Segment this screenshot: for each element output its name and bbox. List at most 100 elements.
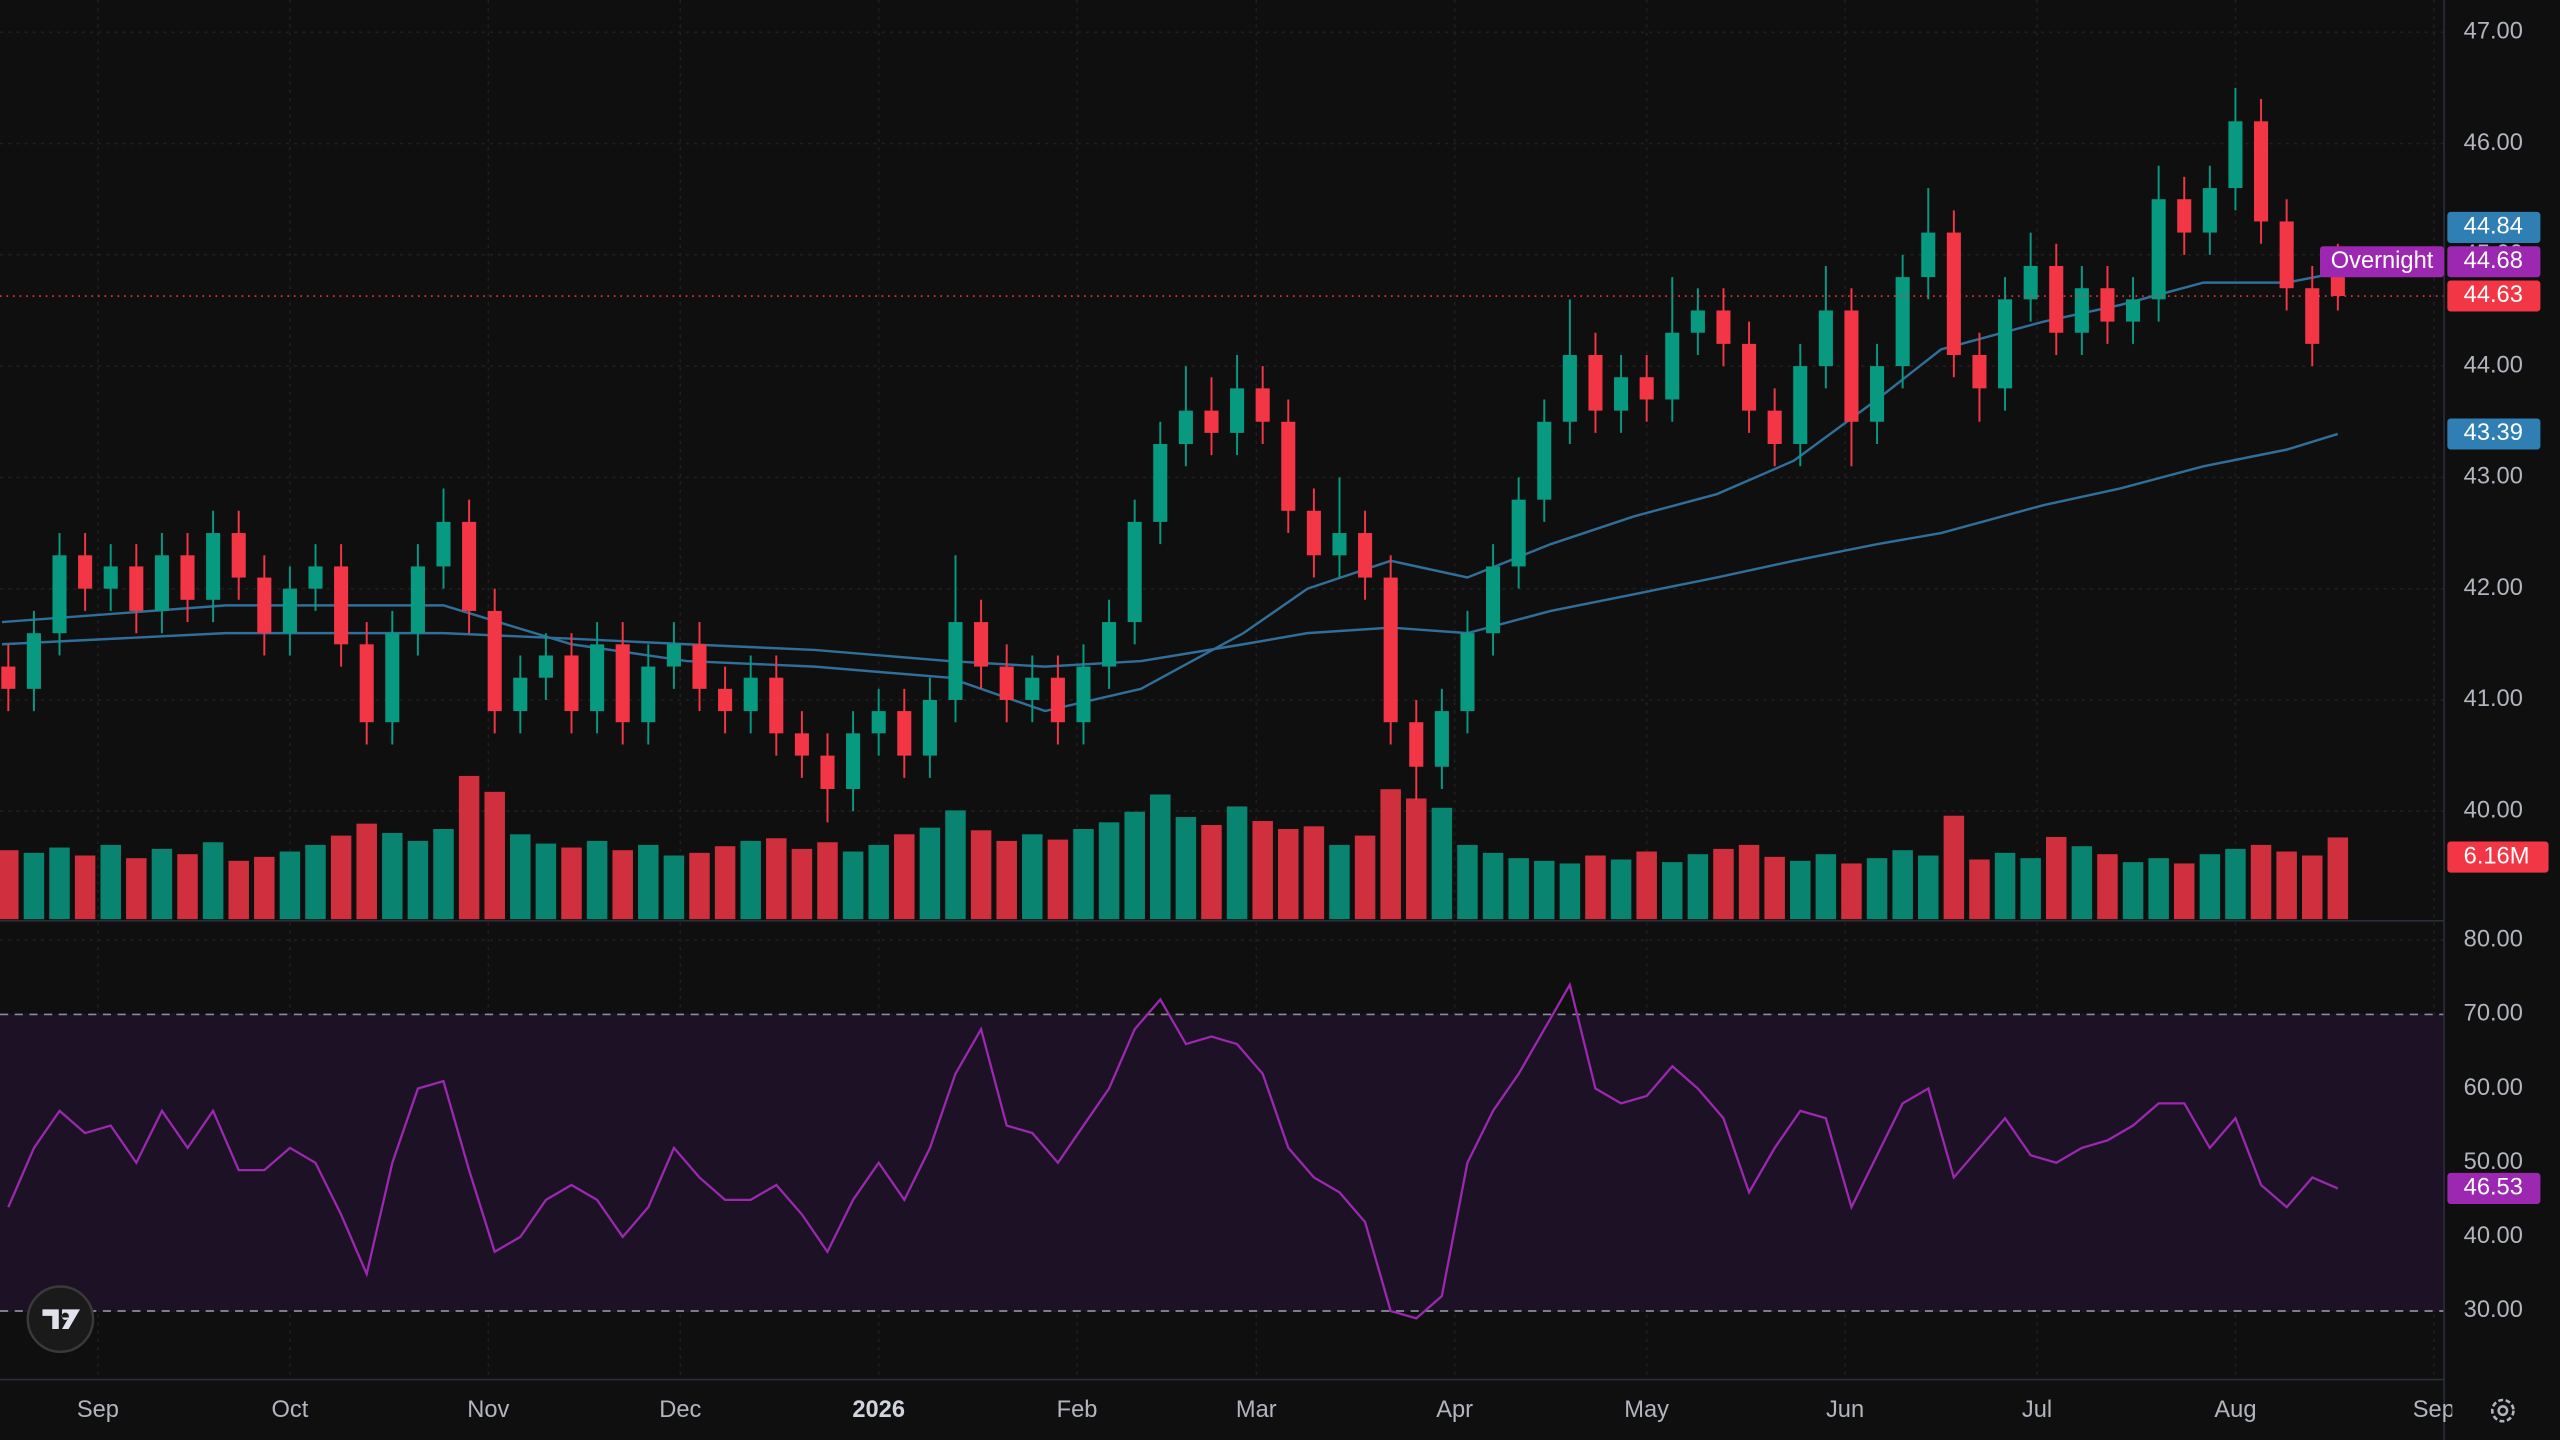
volume-bar	[2174, 863, 2195, 920]
price-marker-label: 44.63	[2464, 282, 2523, 308]
volume-bar	[1354, 835, 1376, 920]
y-tick-label: 40.00	[2464, 797, 2523, 823]
candle-body	[2126, 299, 2141, 322]
volume-bar	[2148, 858, 2169, 920]
candle-body	[948, 622, 963, 700]
price-marker-label: 44.68	[2464, 248, 2523, 274]
candle-body	[1102, 622, 1117, 667]
candle-body	[359, 644, 374, 723]
candle-body	[2023, 265, 2038, 300]
volume-bar	[407, 840, 429, 920]
volume-bar	[561, 847, 582, 920]
candle-body	[769, 677, 784, 734]
marker-name-box	[2320, 246, 2445, 278]
volume-bar	[1585, 855, 1606, 920]
logo-mark	[42, 1309, 80, 1329]
volume-bar	[2225, 848, 2246, 920]
volume-bar	[1892, 850, 1913, 920]
volume-bar	[1559, 863, 1581, 920]
volume-bar	[2199, 854, 2221, 920]
candle-body	[718, 688, 733, 712]
volume-marker	[2447, 841, 2549, 873]
volume-bar	[254, 856, 275, 920]
x-tick-label: Jul	[2022, 1397, 2052, 1423]
volume-bar	[714, 846, 736, 920]
candle-body	[1998, 299, 2013, 389]
candle-body	[897, 711, 912, 756]
x-tick-label: Oct	[272, 1397, 309, 1423]
candle-body	[1895, 277, 1910, 367]
candle-body	[334, 566, 349, 645]
candle-body	[1025, 677, 1040, 700]
x-tick-label: May	[1624, 1397, 1669, 1423]
volume-bar	[1098, 822, 1120, 920]
candle-body	[2254, 121, 2269, 222]
x-tick-label: Mar	[1236, 1397, 1277, 1423]
price-marker	[2447, 418, 2541, 450]
price-marker-label: 43.39	[2464, 420, 2523, 446]
candle-body	[487, 610, 502, 712]
volume-bar	[1943, 815, 1965, 920]
candle-body	[692, 644, 707, 689]
volume-bar	[1482, 852, 1504, 920]
gear-hub[interactable]	[2497, 1405, 2509, 1417]
volume-bar	[1841, 863, 1862, 920]
volume-bar	[279, 851, 301, 920]
candle-body	[590, 644, 605, 712]
candle-body	[2100, 288, 2115, 322]
candle-body	[1076, 666, 1091, 723]
volume-bar	[1457, 844, 1478, 920]
candle-body	[974, 622, 989, 667]
volume-bar	[177, 854, 198, 920]
volume-bar	[126, 858, 147, 920]
volume-bar	[766, 838, 787, 920]
candle-body	[385, 633, 400, 723]
settings-icon[interactable]	[2490, 1398, 2515, 1423]
y-tick-label: 42.00	[2464, 575, 2523, 601]
candle-body	[1383, 577, 1398, 723]
volume-bar	[1329, 844, 1350, 920]
volume-bar	[638, 844, 659, 920]
volume-bar	[868, 844, 889, 920]
volume-bar	[2122, 862, 2144, 920]
candle-body	[1255, 388, 1270, 422]
gear-ring[interactable]	[2490, 1398, 2515, 1423]
volume-bar	[1662, 862, 1683, 920]
rsi-background	[0, 1013, 2445, 1312]
volume-marker-label: 6.16M	[2464, 843, 2530, 869]
candle-body	[1204, 410, 1219, 433]
candle-body	[1614, 377, 1629, 411]
x-tick-label: Sep	[2413, 1397, 2455, 1423]
volume-bar	[1815, 854, 1837, 920]
volume-bar	[1150, 794, 1171, 920]
candle-body	[615, 644, 630, 723]
price-marker	[2447, 211, 2541, 243]
candle-body	[871, 711, 886, 734]
volume-bar	[151, 848, 173, 920]
volume-bar	[2097, 854, 2118, 920]
candle-body	[1844, 310, 1859, 422]
volume-bar	[1994, 852, 2016, 920]
candle-body	[2049, 265, 2064, 333]
x-tick-label: Sep	[77, 1397, 119, 1423]
x-tick-label: Aug	[2214, 1397, 2256, 1423]
volume-bar	[202, 842, 224, 920]
rsi-tick-label: 80.00	[2464, 926, 2523, 952]
volume-bar	[2327, 837, 2349, 920]
volume-bar	[484, 791, 505, 920]
candle-body	[1281, 421, 1296, 511]
volume-bar	[1738, 844, 1760, 920]
rsi-tick-label: 70.00	[2464, 1001, 2523, 1027]
candle-body	[1562, 354, 1577, 422]
rsi-tick-label: 60.00	[2464, 1075, 2523, 1101]
candle-body	[1358, 533, 1373, 578]
volume-bar	[1252, 821, 1273, 920]
candle-body	[846, 733, 861, 789]
candle-body	[1793, 366, 1808, 445]
y-tick-label: 41.00	[2464, 686, 2523, 712]
rsi-marker	[2447, 1172, 2541, 1204]
price-markers: 44.84 44.68 Overnight 44.63 43.39 6.16M 46.53	[2320, 211, 2549, 1204]
volume-bar	[1610, 859, 1632, 920]
